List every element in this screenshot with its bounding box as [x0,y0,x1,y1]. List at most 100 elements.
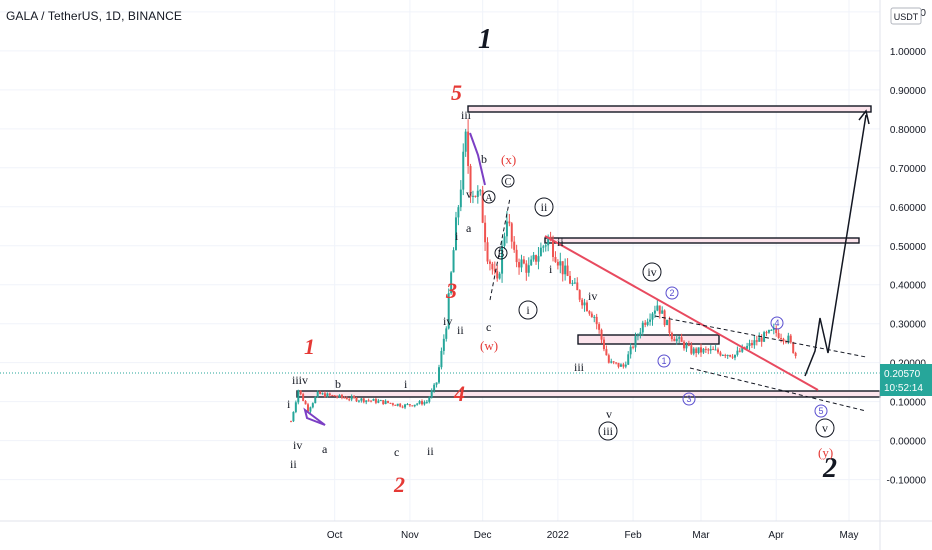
candle-body [644,322,647,325]
price-tick-label: 0.30000 [890,320,927,331]
label-i-third: i [455,229,459,243]
candle-body [687,344,690,346]
time-tick-label: Feb [624,530,642,541]
label-i-left: i [287,397,291,411]
candle-body [712,348,715,350]
candle-body [683,341,686,349]
candle-body [481,190,484,223]
label-ii-left: ii [290,457,297,471]
candle-body [537,256,540,262]
time-axis[interactable]: Oct Nov Dec 2022 Feb Mar Apr May [327,530,859,541]
candle-body [658,305,661,314]
last-price-tag[interactable] [880,364,932,396]
candle-body [748,343,751,346]
time-tick-label: Dec [474,530,492,541]
candle-body [374,399,377,403]
candle-body [617,362,620,367]
candle-body [547,236,550,246]
candle-body [319,391,322,395]
candle-body [678,337,681,339]
candle-body [649,319,652,322]
candle-body [357,400,360,402]
resistance-zone-mid[interactable] [544,237,860,244]
candle-body [593,316,596,318]
candle-body [471,195,474,197]
candle-body [488,261,491,264]
candle-body [556,261,559,266]
price-tick-label: 0.40000 [890,281,927,292]
candle-body [602,339,605,350]
wave-3-red-label: 3 [445,278,457,303]
candle-body [750,343,753,346]
candle-body [656,305,659,311]
candle-body [646,321,649,325]
candle-body [588,311,591,314]
purple-triangle[interactable] [303,407,326,426]
candle-body [442,338,445,351]
projection-path[interactable] [804,114,867,377]
candle-body [450,272,453,294]
price-axis[interactable]: 1.100001.000000.900000.800000.700000.600… [887,8,927,487]
descending-trendline[interactable] [544,235,819,391]
candle-body [714,349,717,351]
candle-body [389,402,392,404]
candle-body [459,189,462,208]
grid-lines [0,0,880,521]
candle-body [767,330,770,333]
candle-body [454,217,457,251]
candle-body [733,354,736,358]
purple-wedge-line[interactable] [469,132,486,186]
wave-5-red-label: 5 [451,80,462,105]
candle-body [702,348,705,353]
candle-body [309,407,312,412]
circled-labels [482,174,835,441]
candle-body [413,404,416,407]
plot-area[interactable] [0,0,880,521]
label-ii-nov: ii [427,444,434,458]
candle-body [457,207,460,218]
chart-title: GALA / TetherUS, 1D, BINANCE [6,9,182,23]
resistance-zone-top[interactable] [467,105,872,113]
resistance-zone-small[interactable] [577,334,720,345]
price-tick-label: 0.70000 [890,164,927,175]
candle-body [627,354,630,365]
candle-body [542,246,545,248]
candle-body [353,396,356,398]
wave-2-major-label: 2 [822,453,837,484]
candle-body [792,342,795,353]
channel-upper-line[interactable] [654,315,867,358]
candle-body [501,245,504,274]
candle-body [716,349,719,353]
candle-body [411,405,414,407]
abc-channel-line[interactable] [489,197,511,301]
candle-body [561,261,564,275]
circle-v [815,418,835,438]
candle-body [690,345,693,354]
candle-body [343,397,346,399]
wave-1-major-label: 1 [478,24,492,55]
price-tick-label: 0.50000 [890,242,927,253]
channel-lower-line[interactable] [689,367,867,412]
currency-badge[interactable] [890,7,922,25]
time-tick-label: Apr [768,530,784,541]
candle-body [425,401,428,403]
candle-body [367,400,370,402]
blue-circle-text: 1 2 3 4 5 [661,288,823,416]
candle-body [348,399,351,401]
wave-1-red-label: 1 [304,334,315,359]
candle-body [435,382,438,385]
label-c-second: c [486,320,491,334]
candle-body [527,265,530,273]
candle-body [692,348,695,354]
label-x-paren: (x) [501,152,516,167]
candle-body [615,362,618,364]
label-y-paren: (y) [818,445,833,460]
candle-body [290,421,292,423]
label-iv-left: iv [293,438,302,452]
candle-body [697,347,700,354]
candle-body [326,393,329,397]
support-zone-bottom[interactable] [296,390,881,398]
candle-body [302,394,305,401]
candle-body [755,340,758,342]
